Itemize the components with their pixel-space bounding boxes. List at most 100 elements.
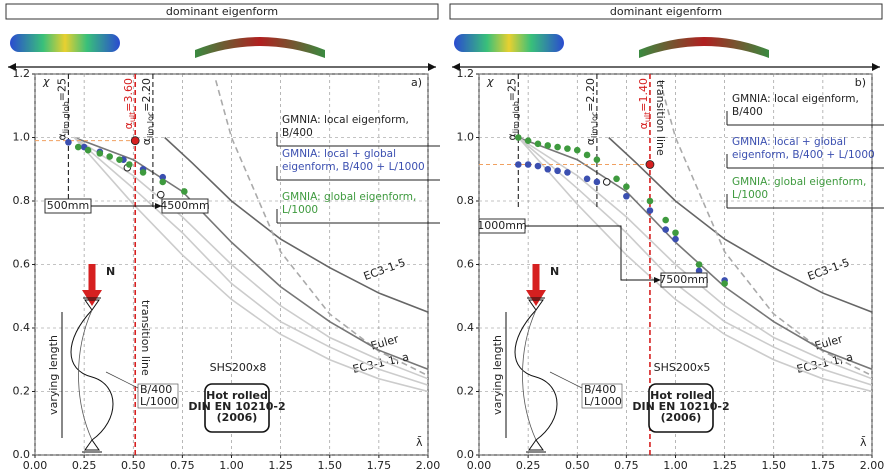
length-label: 4500mm (160, 199, 209, 212)
data-point (126, 161, 133, 168)
data-point (515, 134, 522, 141)
y-tick-label: 0.8 (13, 194, 31, 207)
data-point (181, 188, 188, 195)
y-axis-label: χ (486, 75, 494, 88)
data-point (525, 137, 532, 144)
limit-rest: =2.20 (140, 78, 153, 112)
data-point (535, 163, 542, 170)
curve-label: EC3-1-5 (806, 256, 851, 283)
curve-label: Euler (813, 332, 844, 352)
x-axis-label: λ̄ (416, 436, 423, 449)
data-point (564, 169, 571, 176)
section-label: SHS200x5 (654, 361, 711, 374)
curve-label: Euler (369, 332, 400, 352)
x-tick-label: 2.00 (416, 459, 441, 472)
length-label: 7500mm (659, 273, 708, 286)
limit-rest: =25 (55, 78, 68, 101)
length-connector (525, 226, 657, 280)
header-title: dominant eigenform (166, 5, 278, 18)
x-tick-label: 0.50 (121, 459, 146, 472)
data-point (623, 183, 630, 190)
limit-sub: lim,glob (61, 101, 70, 133)
material-line: (2006) (217, 411, 258, 424)
data-point (116, 156, 123, 163)
limit-label: αlim,loc=2.20 (140, 78, 155, 145)
y-axis-label: χ (42, 75, 50, 88)
legend-label: GMNIA: global eigenform, L/1000 (732, 176, 888, 202)
y-tick-label: 0.2 (457, 385, 475, 398)
limit-rest: =3.60 (122, 78, 135, 112)
x-axis-label: λ̄ (860, 436, 867, 449)
legend-label: GMNIA: local eigenform, B/400 (282, 114, 438, 140)
limit-sub: lim,loc (145, 112, 154, 138)
curve-label: EC3-1-5 (362, 256, 407, 283)
data-point (623, 193, 630, 200)
x-tick-label: 1.75 (367, 459, 392, 472)
data-point (140, 169, 147, 176)
length-label: 1000mm (477, 219, 526, 232)
legend-item: GMNIA: local + global eigenform, B/400 +… (282, 148, 438, 180)
load-label: N (106, 265, 115, 278)
data-point (672, 236, 679, 243)
eigen-local-image (10, 34, 120, 52)
x-tick-label: 2.00 (860, 459, 885, 472)
legend-label: GMNIA: global eigenform, L/1000 (282, 191, 438, 217)
ultimate-point (646, 160, 654, 168)
limit-symbol: α (140, 138, 153, 145)
panel: dominant eigenform0.00.20.40.60.81.01.20… (450, 4, 888, 472)
limit-label: αult=3.60 (122, 78, 137, 129)
legend-item: GMNIA: global eigenform, L/1000 (282, 191, 438, 223)
limit-rest: =25 (505, 78, 518, 101)
limit-rest: =1.40 (637, 78, 650, 112)
y-tick-label: 1.2 (457, 67, 475, 80)
y-tick-label: 1.0 (13, 131, 31, 144)
limit-symbol: α (637, 122, 650, 129)
data-point (554, 144, 561, 151)
legend-item: GMNIA: local eigenform, B/400 (282, 114, 438, 146)
limit-label: αlim,glob=25 (505, 78, 520, 141)
data-point (564, 145, 571, 152)
legend-label: GMNIA: local + global eigenform, B/400 +… (732, 136, 888, 162)
data-point (594, 179, 601, 186)
data-point (721, 280, 728, 287)
transition-label: transition line (654, 80, 667, 156)
imperfection-label: L/1000 (140, 395, 178, 408)
data-point (535, 141, 542, 148)
y-tick-label: 0.6 (13, 258, 31, 271)
support-bottom (82, 440, 102, 452)
data-point (544, 142, 551, 149)
legend-label: GMNIA: local eigenform, B/400 (732, 93, 888, 119)
data-point (594, 156, 601, 163)
data-point (584, 175, 591, 182)
length-label: 500mm (47, 199, 89, 212)
data-point (662, 226, 669, 233)
limit-sub: ult (642, 112, 651, 122)
data-point (662, 217, 669, 224)
y-tick-label: 0.2 (13, 385, 31, 398)
data-point (515, 161, 522, 168)
limit-sub: lim,loc (589, 112, 598, 138)
data-point (584, 152, 591, 159)
y-tick-label: 0.4 (13, 321, 31, 334)
x-tick-label: 1.50 (762, 459, 787, 472)
x-tick-label: 1.75 (811, 459, 836, 472)
limit-label: αlim,glob=25 (55, 78, 70, 141)
data-point (647, 207, 654, 214)
data-point (157, 191, 164, 198)
limit-sub: lim,glob (511, 101, 520, 133)
load-label: N (550, 265, 559, 278)
x-tick-label: 1.25 (712, 459, 737, 472)
legend-item: GMNIA: local eigenform, B/400 (732, 93, 888, 125)
data-point (613, 175, 620, 182)
eigen-local-image (454, 34, 564, 52)
data-point (603, 179, 610, 186)
limit-sub: ult (128, 112, 137, 122)
legend-label: GMNIA: local + global eigenform, B/400 +… (282, 148, 438, 174)
data-point (97, 150, 104, 157)
data-point (574, 147, 581, 154)
material-line: (2006) (661, 411, 702, 424)
imperfection-label: L/1000 (584, 395, 622, 408)
x-tick-label: 0.00 (467, 459, 492, 472)
limit-label: αult=1.40 (637, 78, 652, 129)
x-tick-label: 1.25 (268, 459, 293, 472)
